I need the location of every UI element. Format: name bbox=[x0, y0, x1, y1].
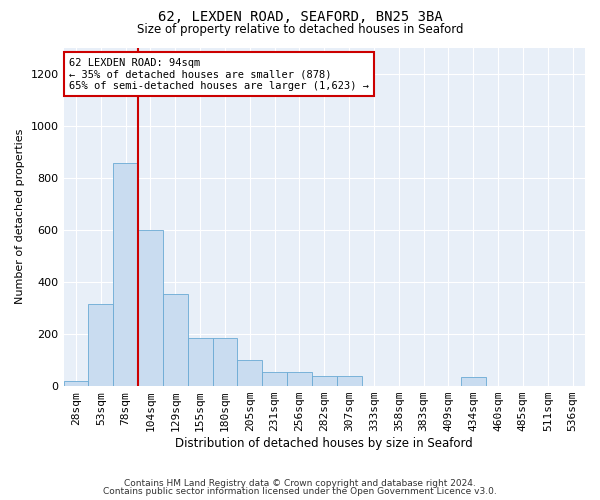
Bar bbox=[337, 376, 362, 386]
Text: Size of property relative to detached houses in Seaford: Size of property relative to detached ho… bbox=[137, 22, 463, 36]
Bar bbox=[88, 304, 113, 386]
Bar bbox=[113, 164, 138, 386]
Text: 62 LEXDEN ROAD: 94sqm
← 35% of detached houses are smaller (878)
65% of semi-det: 62 LEXDEN ROAD: 94sqm ← 35% of detached … bbox=[69, 58, 369, 91]
Bar bbox=[212, 338, 238, 386]
Bar bbox=[138, 230, 163, 386]
Bar bbox=[287, 372, 312, 386]
Y-axis label: Number of detached properties: Number of detached properties bbox=[15, 129, 25, 304]
Bar bbox=[64, 381, 88, 386]
Text: Contains public sector information licensed under the Open Government Licence v3: Contains public sector information licen… bbox=[103, 487, 497, 496]
Bar bbox=[238, 360, 262, 386]
Text: Contains HM Land Registry data © Crown copyright and database right 2024.: Contains HM Land Registry data © Crown c… bbox=[124, 478, 476, 488]
Bar bbox=[262, 372, 287, 386]
Bar bbox=[163, 294, 188, 386]
Bar bbox=[461, 377, 485, 386]
Bar bbox=[312, 376, 337, 386]
Text: 62, LEXDEN ROAD, SEAFORD, BN25 3BA: 62, LEXDEN ROAD, SEAFORD, BN25 3BA bbox=[158, 10, 442, 24]
Bar bbox=[188, 338, 212, 386]
X-axis label: Distribution of detached houses by size in Seaford: Distribution of detached houses by size … bbox=[175, 437, 473, 450]
